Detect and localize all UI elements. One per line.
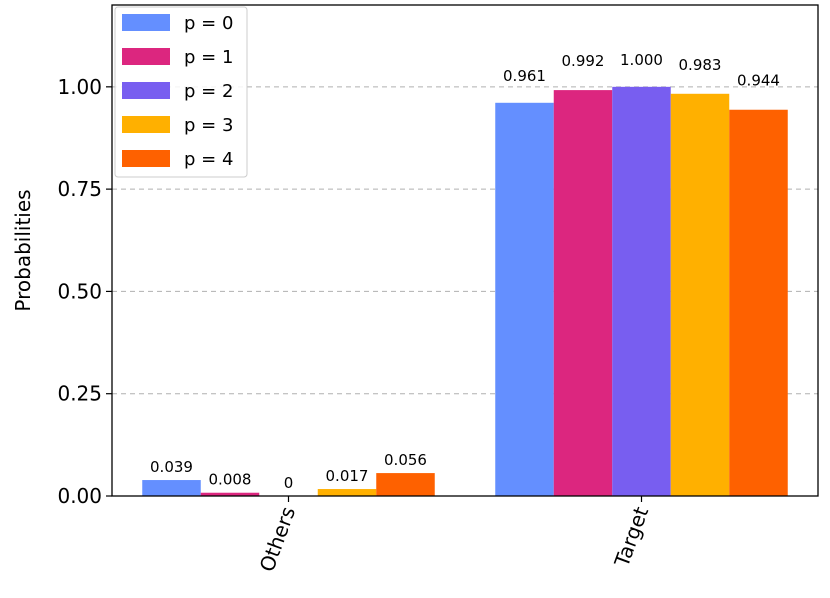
legend-swatch	[122, 116, 170, 133]
y-tick-label: 0.25	[57, 382, 102, 406]
bar-value-label: 0.017	[326, 467, 369, 485]
legend-entry: p = 4	[184, 149, 233, 170]
bar-target-3	[670, 93, 730, 496]
legend-entry: p = 0	[184, 13, 233, 34]
bar-value-label: 0.992	[562, 52, 605, 70]
bar-others-0	[142, 480, 201, 496]
legend-entry: p = 2	[184, 81, 233, 102]
bar-value-label: 0	[284, 474, 294, 492]
legend: p = 0 p = 1 p = 2 p = 3 p = 4	[114, 6, 248, 178]
legend-swatch	[122, 48, 170, 65]
y-tick-label: 0.50	[57, 279, 102, 303]
bar-value-label: 1.000	[620, 51, 663, 69]
bar-others-4	[376, 473, 435, 496]
legend-swatch	[122, 82, 170, 99]
bars	[142, 86, 788, 497]
bar-value-labels: 0.039 0.008 0 0.017 0.056 0.961 0.992 1.000 0.98…	[150, 51, 780, 492]
bar-target-1	[553, 90, 613, 497]
legend-swatch	[122, 14, 170, 31]
bar-value-label: 0.944	[737, 72, 780, 90]
y-tick-label: 1.00	[57, 75, 102, 99]
bar-value-label: 0.008	[209, 471, 252, 489]
y-axis-label: Probabilities	[11, 189, 35, 311]
x-tick-label-target: Target	[609, 503, 653, 570]
plot-frame	[111, 4, 819, 497]
x-axis: Others Target	[255, 496, 653, 575]
bar-others-3	[317, 489, 377, 496]
bar-value-label: 0.039	[150, 458, 193, 476]
bar-target-4	[729, 109, 788, 496]
legend-swatch	[122, 150, 170, 167]
legend-entry: p = 3	[184, 115, 233, 136]
x-tick-label-others: Others	[255, 504, 301, 575]
bar-value-label: 0.983	[679, 56, 722, 74]
y-tick-label: 0.00	[57, 484, 102, 508]
bar-target-0	[495, 102, 554, 496]
y-tick-label: 0.75	[57, 177, 102, 201]
bar-others-1	[200, 492, 260, 496]
bar-value-label: 0.056	[384, 451, 427, 469]
bar-target-2	[612, 86, 671, 496]
legend-entry: p = 1	[184, 47, 233, 68]
bar-value-label: 0.961	[503, 67, 546, 85]
y-axis: 0.00 0.25 0.50 0.75 1.00	[57, 75, 112, 508]
